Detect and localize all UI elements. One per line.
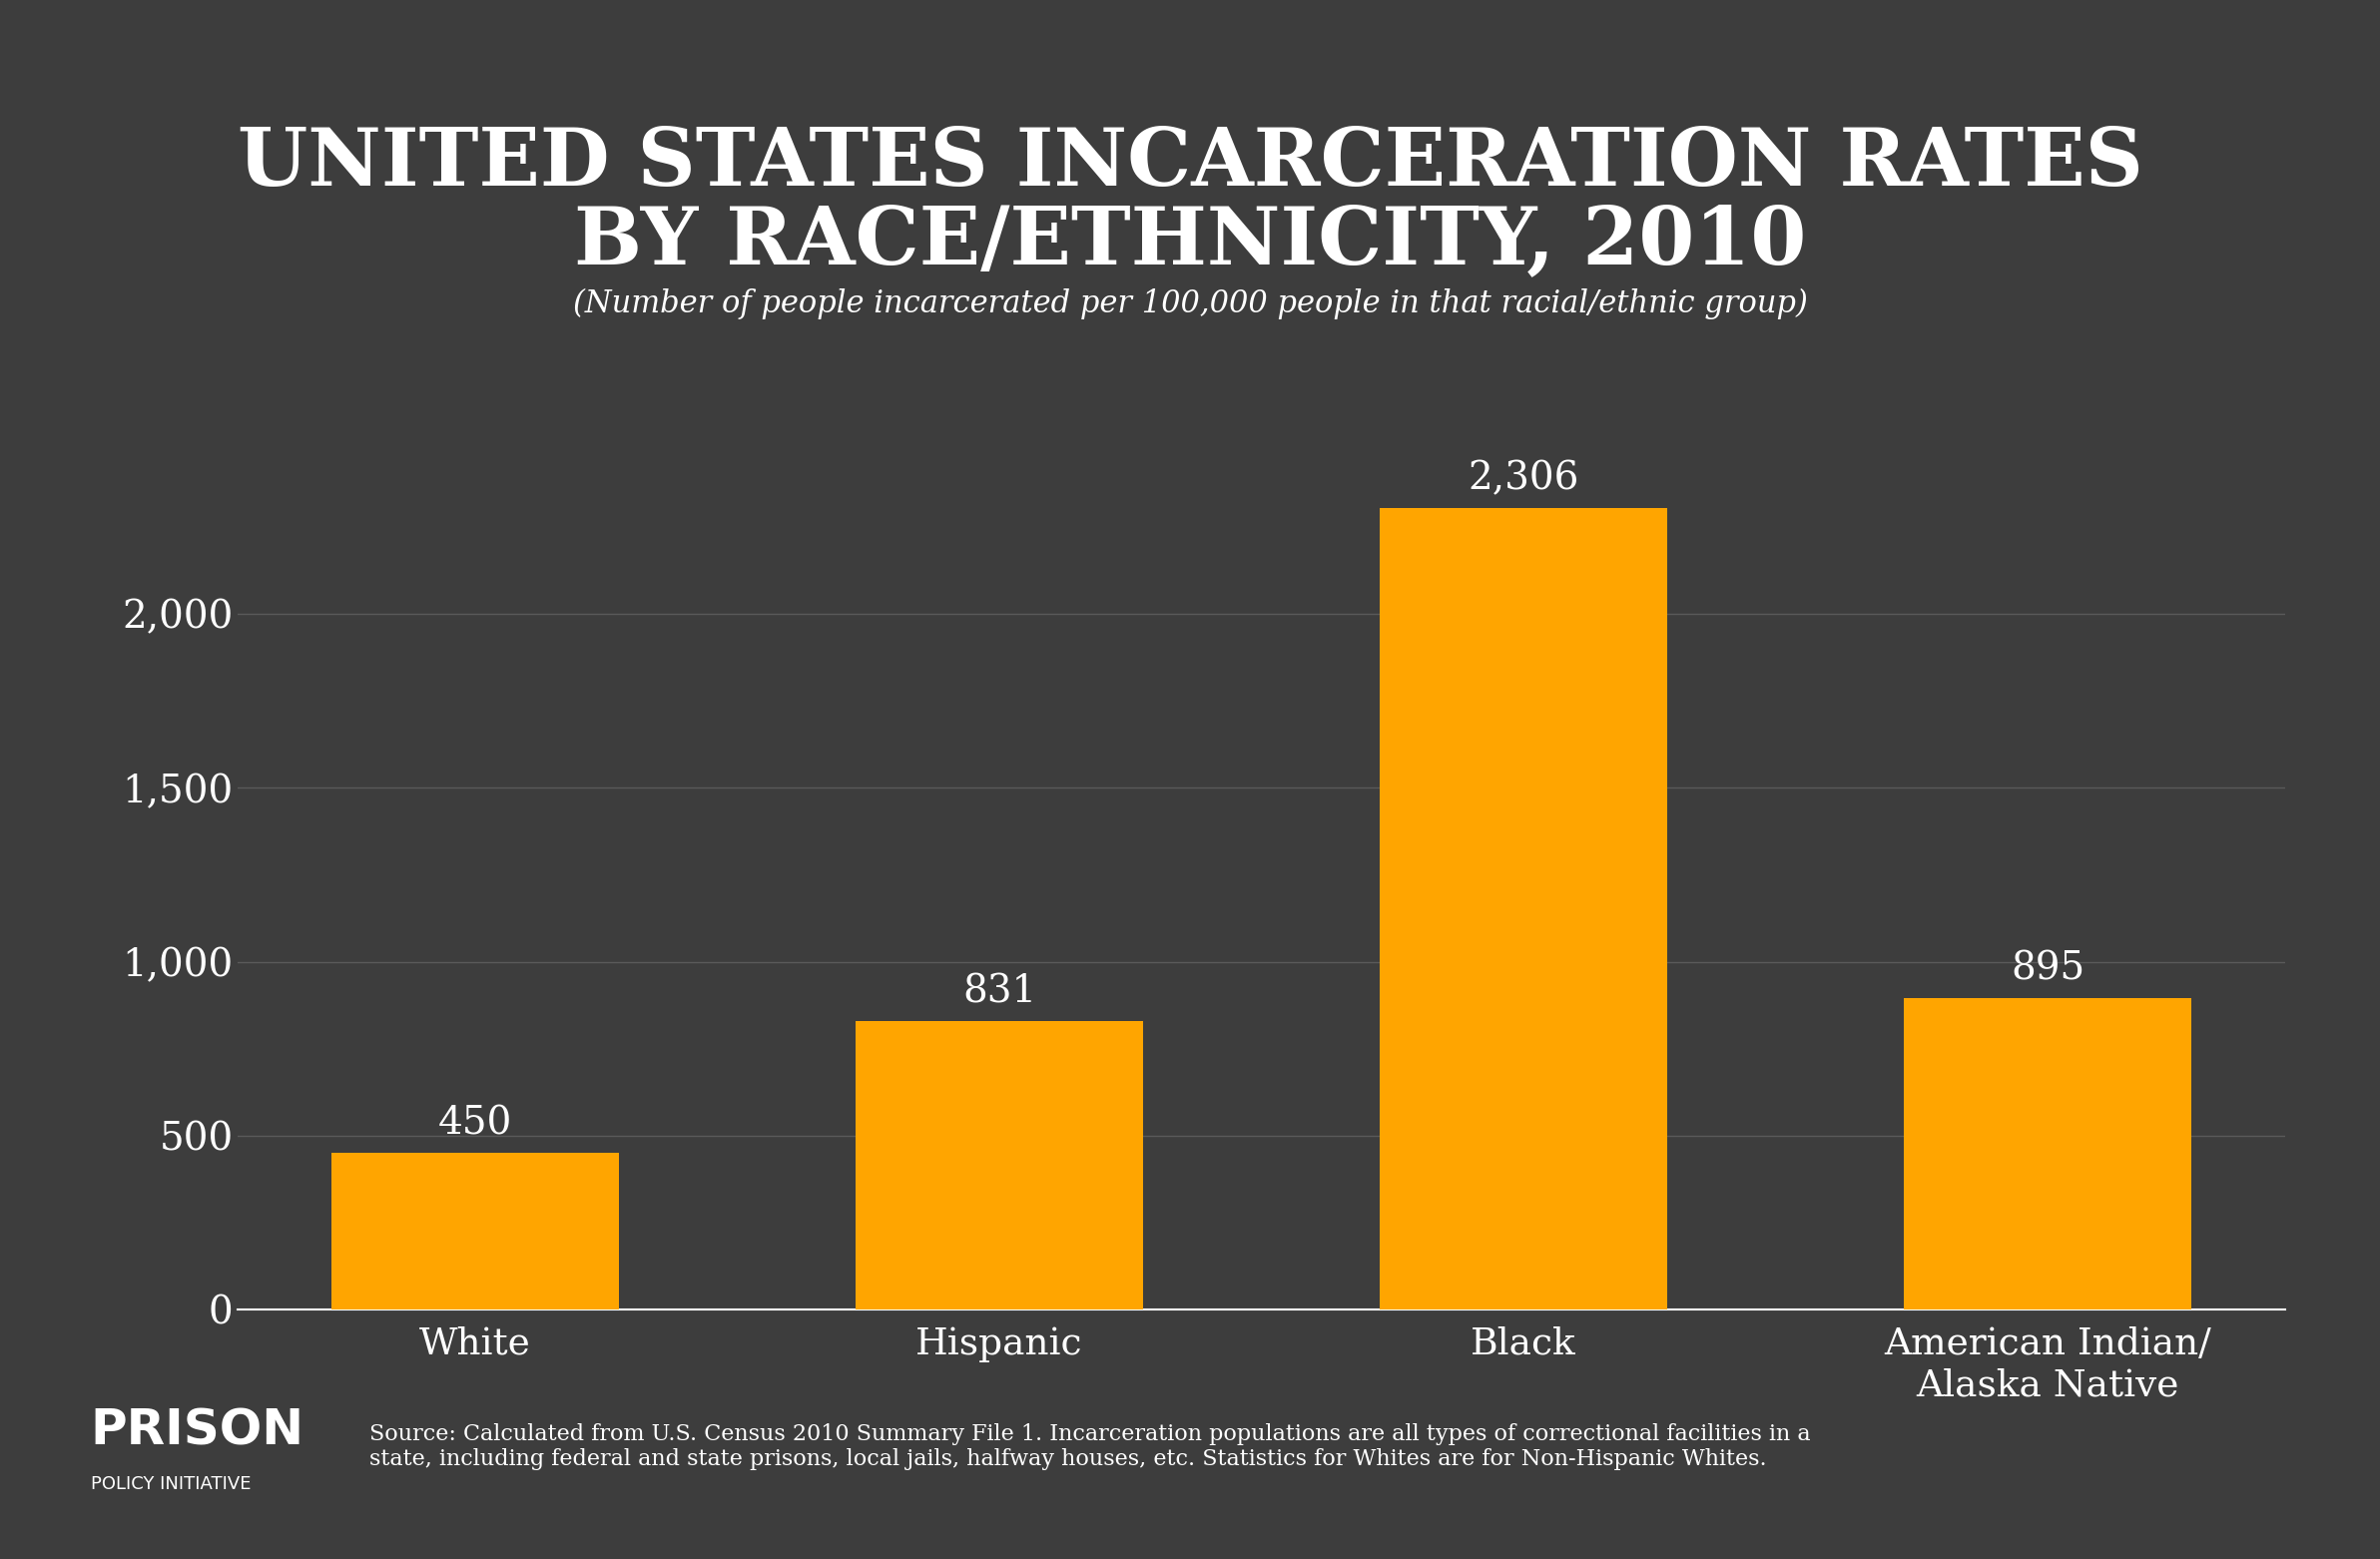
Text: Source: Calculated from U.S. Census 2010 Summary File 1. Incarceration populatio: Source: Calculated from U.S. Census 2010… [369,1423,1811,1470]
Bar [1380,508,1668,1310]
Text: PRISON: PRISON [90,1408,305,1455]
Text: 831: 831 [962,973,1035,1010]
Text: (Number of people incarcerated per 100,000 people in that racial/ethnic group): (Number of people incarcerated per 100,0… [574,288,1806,320]
Bar [331,1154,619,1310]
Text: UNITED STATES INCARCERATION RATES: UNITED STATES INCARCERATION RATES [238,125,2142,203]
Text: BY RACE/ETHNICITY, 2010: BY RACE/ETHNICITY, 2010 [574,203,1806,281]
Text: 2,306: 2,306 [1468,460,1578,497]
Text: 450: 450 [438,1105,512,1143]
Text: 895: 895 [2011,951,2085,988]
Bar [1904,998,2192,1310]
Bar [854,1021,1142,1310]
Text: POLICY INITIATIVE: POLICY INITIATIVE [90,1475,250,1494]
